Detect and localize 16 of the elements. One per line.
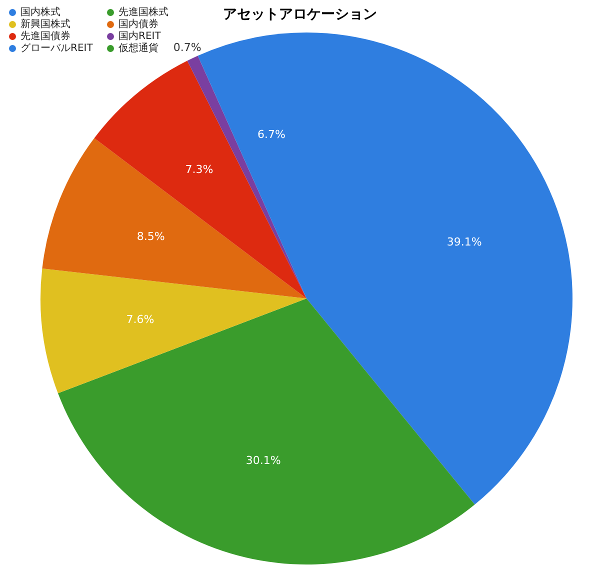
data-label: 7.3% [185,163,214,176]
legend-label: 国内株式 [20,6,60,18]
legend-label: 仮想通貨 [118,42,158,54]
data-label: 0.7% [173,40,202,54]
data-label: 39.1% [446,236,482,249]
legend-label: グローバルREIT [20,43,94,54]
legend-label: 新興国株式 [20,18,70,30]
chart-title: アセットアロケーション [223,6,377,22]
legend-label: 国内債券 [118,18,158,30]
data-label: 30.1% [246,454,281,467]
data-label: 8.5% [136,230,165,243]
data-label: 7.6% [126,313,154,326]
data-label: 6.7% [258,128,286,142]
legend-label: 国内REIT [118,30,162,42]
legend-label: 先進国債券 [20,30,70,42]
legend-label: 先進国株式 [118,6,168,18]
